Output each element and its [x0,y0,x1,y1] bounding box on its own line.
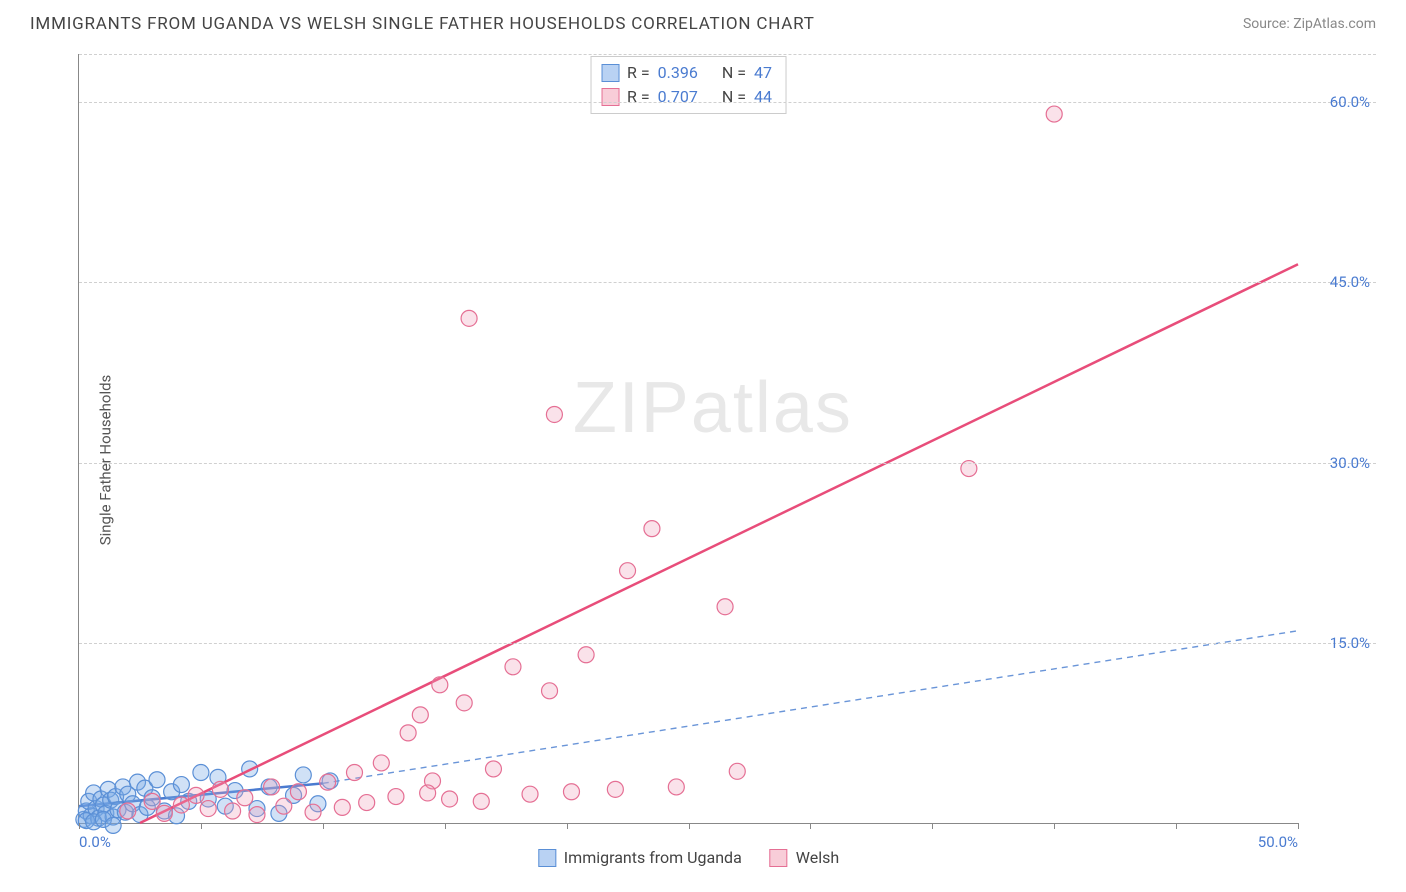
r-value: 0.396 [658,61,698,85]
swatch-welsh-icon [770,849,788,867]
n-value: 44 [754,85,772,109]
x-tick-label: 50.0% [1258,833,1298,851]
y-tick-label: 60.0% [1330,93,1370,111]
y-tick-label: 45.0% [1330,273,1370,291]
scatter-svg [79,54,1298,823]
correlation-legend: R = 0.396 N = 47 R = 0.707 N = 44 [590,56,787,114]
legend-row-welsh: R = 0.707 N = 44 [601,85,772,109]
r-label: R = [627,61,650,85]
legend-label: Immigrants from Uganda [564,848,742,867]
y-tick-label: 15.0% [1330,634,1370,652]
n-value: 47 [754,61,772,85]
legend-row-uganda: R = 0.396 N = 47 [601,61,772,85]
r-value: 0.707 [658,85,698,109]
chart-title: IMMIGRANTS FROM UGANDA VS WELSH SINGLE F… [30,14,815,34]
legend-item-uganda: Immigrants from Uganda [538,848,742,867]
swatch-welsh-icon [601,88,619,106]
x-tick-label: 0.0% [79,833,111,851]
swatch-uganda-icon [601,64,619,82]
plot-region: ZIPatlas R = 0.396 N = 47 R = 0.707 N = … [78,54,1298,824]
y-tick-label: 30.0% [1330,454,1370,472]
r-label: R = [627,85,650,109]
chart-source: Source: ZipAtlas.com [1243,16,1376,32]
legend-label: Welsh [796,848,839,867]
chart-header: IMMIGRANTS FROM UGANDA VS WELSH SINGLE F… [0,0,1406,42]
chart-area: Single Father Households ZIPatlas R = 0.… [30,48,1376,872]
legend-item-welsh: Welsh [770,848,839,867]
series-legend: Immigrants from Uganda Welsh [538,848,839,867]
n-label: N = [722,61,746,85]
swatch-uganda-icon [538,849,556,867]
n-label: N = [722,85,746,109]
